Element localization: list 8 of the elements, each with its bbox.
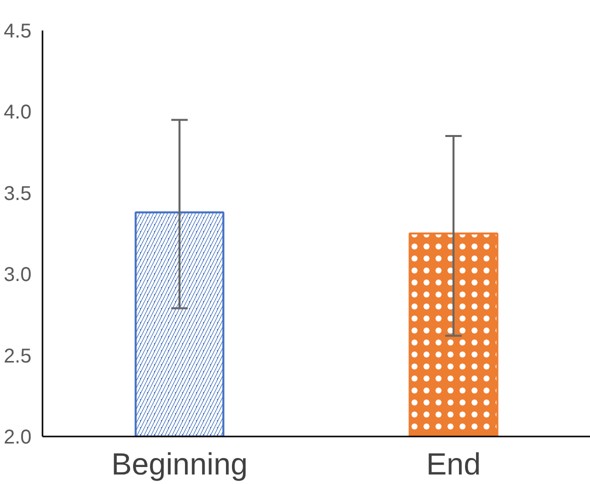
y-tick-label: 3.5 <box>4 182 32 205</box>
y-tick-label: 2.0 <box>4 426 32 448</box>
y-tick-label: 4.0 <box>4 102 32 124</box>
y-tick-label: 4.5 <box>4 20 32 42</box>
y-tick-label: 3.0 <box>4 264 32 286</box>
x-tick-label: Beginning <box>111 448 248 482</box>
x-tick-label: End <box>426 448 481 482</box>
y-tick-label: 2.5 <box>4 345 32 368</box>
